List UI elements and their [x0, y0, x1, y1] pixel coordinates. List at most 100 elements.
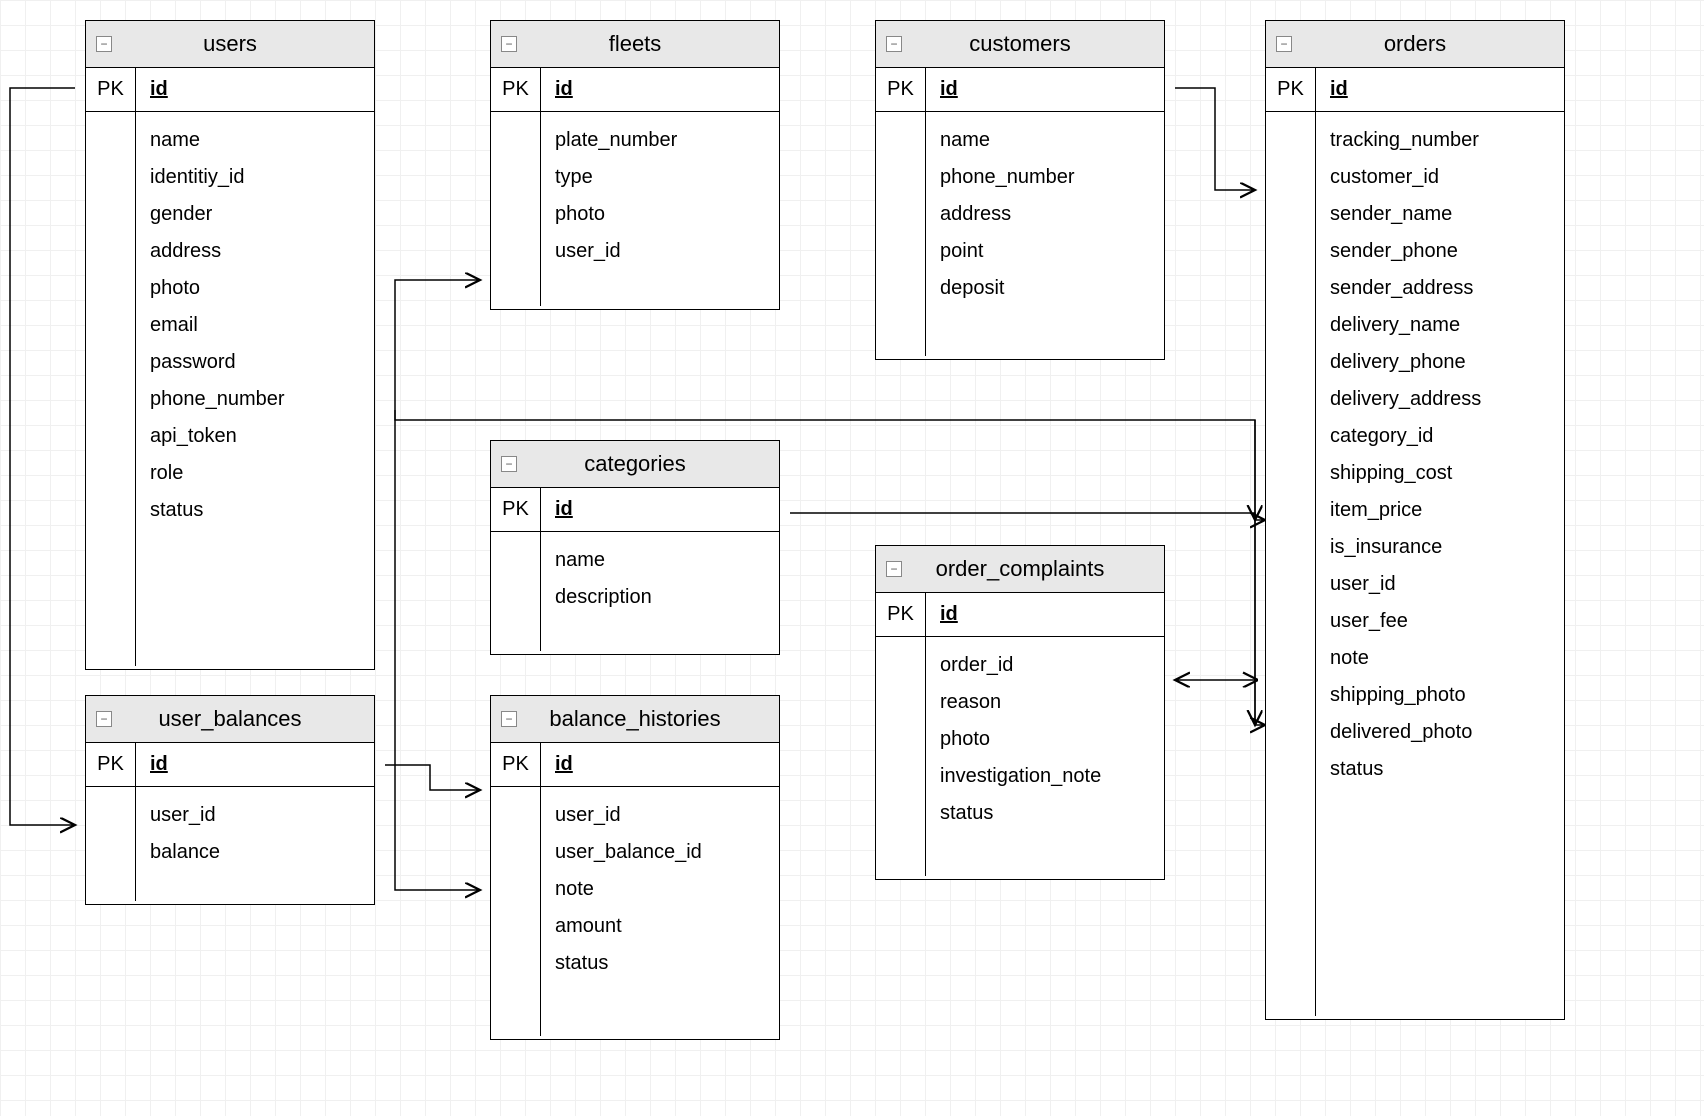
field-balance: balance — [150, 834, 360, 871]
entity-balance_histories[interactable]: − balance_histories PKiduser_iduser_balanc… — [490, 695, 780, 1040]
connector-users-fleets — [395, 280, 480, 410]
pk-row: PKid — [86, 743, 374, 787]
pk-row: PKid — [491, 743, 779, 787]
pk-label: PK — [491, 743, 541, 786]
field-plate_number: plate_number — [555, 122, 765, 159]
pk-row: PKid — [491, 68, 779, 112]
field-amount: amount — [555, 908, 765, 945]
fields-list: tracking_numbercustomer_idsender_namesen… — [1316, 112, 1564, 1016]
collapse-icon[interactable]: − — [886, 36, 902, 52]
pk-field: id — [541, 743, 779, 786]
collapse-icon[interactable]: − — [501, 36, 517, 52]
entity-header-balance_histories[interactable]: − balance_histories — [491, 696, 779, 743]
field-photo: photo — [150, 270, 360, 307]
field-status: status — [940, 795, 1150, 832]
collapse-icon[interactable]: − — [96, 711, 112, 727]
field-reason: reason — [940, 684, 1150, 721]
field-item_price: item_price — [1330, 492, 1550, 529]
fields-gutter — [876, 112, 926, 356]
field-photo: photo — [940, 721, 1150, 758]
fields-wrap: order_idreasonphotoinvestigation_notesta… — [876, 637, 1164, 876]
field-tracking_number: tracking_number — [1330, 122, 1550, 159]
entity-categories[interactable]: − categories PKidnamedescription — [490, 440, 780, 655]
entity-customers[interactable]: −customersPKidnamephone_numberaddresspoi… — [875, 20, 1165, 360]
connector-user_balances-balance_histories — [385, 765, 480, 790]
fields-list: nameidentitiy_idgenderaddressphotoemailp… — [136, 112, 374, 666]
entity-header-users[interactable]: −users — [86, 21, 374, 68]
entity-header-fleets[interactable]: − fleets — [491, 21, 779, 68]
fields-gutter — [86, 112, 136, 666]
collapse-icon[interactable]: − — [886, 561, 902, 577]
field-delivery_name: delivery_name — [1330, 307, 1550, 344]
entity-header-customers[interactable]: − customers — [876, 21, 1164, 68]
field-is_insurance: is_insurance — [1330, 529, 1550, 566]
field-delivery_address: delivery_address — [1330, 381, 1550, 418]
field-password: password — [150, 344, 360, 381]
field-phone_number: phone_number — [940, 159, 1150, 196]
field-sender_address: sender_address — [1330, 270, 1550, 307]
pk-label: PK — [86, 68, 136, 111]
pk-field: id — [136, 743, 374, 786]
entity-title: user_balances — [158, 706, 301, 731]
entity-orders[interactable]: −ordersPKidtracking_numbercustomer_idsen… — [1265, 20, 1565, 1020]
field-gender: gender — [150, 196, 360, 233]
field-sender_name: sender_name — [1330, 196, 1550, 233]
field-sender_phone: sender_phone — [1330, 233, 1550, 270]
fields-gutter — [491, 112, 541, 306]
entity-header-categories[interactable]: − categories — [491, 441, 779, 488]
pk-field: id — [541, 488, 779, 531]
pk-row: PKid — [86, 68, 374, 112]
entity-fleets[interactable]: − fleets PKidplate_numbertypephotouser_id — [490, 20, 780, 310]
pk-label: PK — [1266, 68, 1316, 111]
field-user_id: user_id — [1330, 566, 1550, 603]
entity-title: categories — [584, 451, 686, 476]
field-description: description — [555, 579, 765, 616]
fields-gutter — [1266, 112, 1316, 1016]
field-investigation_note: investigation_note — [940, 758, 1150, 795]
field-user_fee: user_fee — [1330, 603, 1550, 640]
entity-title: customers — [969, 31, 1070, 56]
entity-header-order_complaints[interactable]: −order_complaints — [876, 546, 1164, 593]
collapse-icon[interactable]: − — [96, 36, 112, 52]
fields-list: namedescription — [541, 532, 779, 651]
field-status: status — [1330, 751, 1550, 788]
fields-list: user_idbalance — [136, 787, 374, 901]
collapse-icon[interactable]: − — [501, 456, 517, 472]
pk-row: PKid — [876, 593, 1164, 637]
connector-categories-orders — [790, 513, 1255, 520]
field-user_id: user_id — [150, 797, 360, 834]
field-phone_number: phone_number — [150, 381, 360, 418]
field-api_token: api_token — [150, 418, 360, 455]
field-shipping_photo: shipping_photo — [1330, 677, 1550, 714]
fields-gutter — [491, 787, 541, 1036]
entity-title: fleets — [609, 31, 662, 56]
fields-wrap: user_iduser_balance_idnoteamountstatus — [491, 787, 779, 1036]
connector-users-balance_histories — [395, 410, 480, 890]
pk-label: PK — [876, 68, 926, 111]
pk-label: PK — [491, 488, 541, 531]
connector-users-user_balances — [10, 88, 75, 825]
collapse-icon[interactable]: − — [501, 711, 517, 727]
fields-wrap: namedescription — [491, 532, 779, 651]
field-type: type — [555, 159, 765, 196]
entity-header-orders[interactable]: − orders — [1266, 21, 1564, 68]
entity-title: orders — [1384, 31, 1446, 56]
pk-label: PK — [86, 743, 136, 786]
entity-title: balance_histories — [549, 706, 720, 731]
entity-header-user_balances[interactable]: − user_balances — [86, 696, 374, 743]
entity-user_balances[interactable]: −user_balancesPKiduser_idbalance — [85, 695, 375, 905]
field-note: note — [1330, 640, 1550, 677]
collapse-icon[interactable]: − — [1276, 36, 1292, 52]
fields-list: plate_numbertypephotouser_id — [541, 112, 779, 306]
fields-wrap: user_idbalance — [86, 787, 374, 901]
entity-order_complaints[interactable]: −order_complaintsPKidorder_idreasonphoto… — [875, 545, 1165, 880]
entity-users[interactable]: −usersPKidnameidentitiy_idgenderaddressp… — [85, 20, 375, 670]
pk-label: PK — [491, 68, 541, 111]
fields-wrap: namephone_numberaddresspointdeposit — [876, 112, 1164, 356]
field-shipping_cost: shipping_cost — [1330, 455, 1550, 492]
connector-customers-orders — [1175, 88, 1255, 190]
fields-gutter — [86, 787, 136, 901]
field-note: note — [555, 871, 765, 908]
field-category_id: category_id — [1330, 418, 1550, 455]
pk-field: id — [926, 593, 1164, 636]
